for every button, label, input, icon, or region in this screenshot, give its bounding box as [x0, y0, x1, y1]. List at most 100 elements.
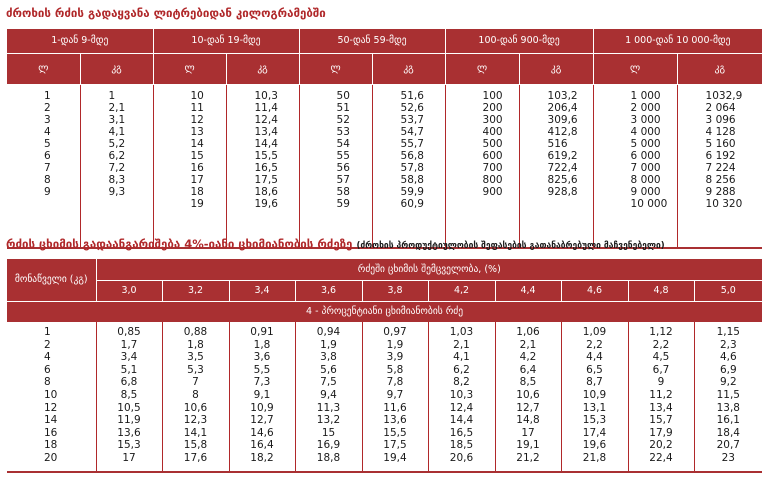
cell-value: 18,5: [449, 439, 474, 452]
cell-value: 928,8: [547, 186, 578, 199]
cell-value: 6: [44, 363, 51, 376]
cell-value: 51,6: [400, 89, 424, 102]
cell-value: 57,8: [400, 162, 424, 175]
cell-value: 10 320: [705, 198, 743, 211]
cell-value: 11,5: [716, 388, 740, 401]
cell-value: 18: [190, 186, 204, 199]
cell-value: 2,2: [586, 338, 603, 351]
cell-value: 6,5: [586, 363, 603, 376]
kg-column-header: კგ: [80, 53, 154, 85]
fat-percent-header: 3,0: [96, 280, 163, 302]
cell-value: 14,4: [254, 137, 278, 150]
cell-value: 11,6: [383, 401, 407, 414]
cell-value: 3,9: [386, 351, 404, 364]
cell-value: 14,1: [183, 426, 208, 439]
kg-column: 103,2 206,4 309,6 412,8 516 619,2 722,4 825,6 92…: [519, 84, 594, 248]
cell-value: 5,3: [187, 363, 204, 376]
cell-value: 8 000: [630, 174, 661, 187]
cell-value: 11: [190, 101, 204, 114]
cell-value: 7 224: [705, 162, 736, 175]
cell-value: 11,3: [316, 401, 341, 414]
cell-value: 103,2: [547, 89, 578, 102]
cell-value: 1,03: [449, 326, 474, 338]
cell-value: 0,85: [117, 326, 141, 338]
cell-value: 13,4: [254, 125, 278, 138]
cell-value: 20: [44, 451, 58, 464]
cell-value: 206,4: [547, 101, 578, 114]
cell-value: 15: [321, 426, 336, 439]
kg-column-header: კგ: [677, 53, 763, 85]
kg-column-header: კგ: [519, 53, 594, 85]
liters-column: 50 51 52 53 54 55 56 57 58 59: [299, 84, 373, 248]
cell-value: 2 064: [705, 101, 736, 114]
liter-column-header: ლ: [299, 53, 373, 85]
cell-value: 4: [44, 125, 51, 138]
cell-value: 3,6: [253, 351, 271, 364]
cell-value: 12: [44, 401, 58, 414]
cell-value: 0,94: [316, 326, 341, 338]
cell-value: 14: [44, 414, 58, 427]
cell-value: 58,8: [400, 174, 424, 187]
cell-value: 6,4: [519, 363, 537, 376]
fat-content-header: რძეში ცხიმის შემცველობა, (%): [96, 259, 763, 281]
cell-value: 9,4: [320, 388, 337, 401]
liter-column-header: ლ: [593, 53, 678, 85]
cell-value: 4 000: [630, 125, 661, 138]
cell-value: 8: [44, 376, 51, 389]
cell-value: 9: [44, 186, 51, 199]
cell-value: 16,4: [250, 439, 274, 452]
kg-column-header: კგ: [372, 53, 446, 85]
cell-value: 10,6: [183, 401, 208, 414]
cell-value: 900: [482, 186, 503, 199]
cell-value: 18,6: [254, 186, 278, 199]
cell-value: 51: [336, 101, 350, 114]
cell-value: 1032,9: [705, 89, 743, 102]
equivalent-column: 0,88 1,8 3,5 5,3 7 8 10,6 12,3 14,1 15,8 17,6: [162, 322, 230, 472]
cell-value: 15,8: [183, 439, 208, 452]
cell-value: 516: [547, 137, 568, 150]
cell-value: 0,97: [383, 326, 407, 338]
yield-header: მონაწველი (კგ): [7, 259, 97, 302]
cell-value: 8,5: [120, 388, 138, 401]
cell-value: 7,3: [253, 376, 271, 389]
cell-value: 12,7: [250, 414, 274, 427]
cell-value: 54,7: [400, 125, 424, 138]
cell-value: 7 000: [630, 162, 661, 175]
cell-value: 3,4: [120, 351, 138, 364]
cell-value: 18,8: [316, 451, 341, 464]
cell-value: 7: [44, 162, 51, 175]
cell-value: 619,2: [547, 149, 578, 162]
cell-value: 4: [44, 351, 51, 364]
cell-value: 16,5: [254, 162, 278, 175]
cell-value: 6,2: [453, 363, 470, 376]
cell-value: 19,6: [254, 198, 278, 211]
cell-value: 52,6: [400, 101, 424, 114]
cell-value: 13: [190, 125, 204, 138]
cell-value: 1 000: [630, 89, 661, 102]
four-percent-banner: 4 - პროცენტიანი ცხიმიანობის რძე: [7, 301, 763, 322]
cell-value: 15,5: [254, 149, 278, 162]
cell-value: 22,4: [649, 451, 673, 464]
cell-value: 200: [482, 101, 503, 114]
fat-percent-header: 3,8: [362, 280, 429, 302]
liters-column: 10 11 12 13 14 15 16 17 18 19: [153, 84, 227, 248]
cell-value: 10,3: [254, 89, 278, 102]
cell-value: 1,15: [716, 326, 740, 338]
equivalent-column: 1,06 2,1 4,2 6,4 8,5 10,6 12,7 14,8 17 19,1 21,2: [495, 322, 562, 472]
cell-value: 11,2: [649, 388, 673, 401]
cell-value: 9,1: [253, 388, 271, 401]
cell-value: 6,8: [120, 376, 138, 389]
cell-value: 4,6: [719, 351, 737, 364]
table2-subtitle: (ძროხის პროდუქტიულობის შეფასების გათანაბ…: [356, 241, 665, 251]
equivalent-column: 0,91 1,8 3,6 5,5 7,3 9,1 10,9 12,7 14,6 16,4 18,2: [229, 322, 296, 472]
cell-value: 300: [482, 113, 503, 126]
cell-value: 6,7: [652, 363, 670, 376]
cell-value: 17: [190, 174, 204, 187]
cell-value: 20,2: [649, 439, 673, 452]
cell-value: 19: [190, 198, 204, 211]
cell-value: 56,8: [400, 149, 424, 162]
cell-value: 2: [44, 101, 51, 114]
cell-value: 5 000: [630, 137, 661, 150]
cell-value: 2,1: [453, 338, 470, 351]
cell-value: 17,5: [254, 174, 278, 187]
